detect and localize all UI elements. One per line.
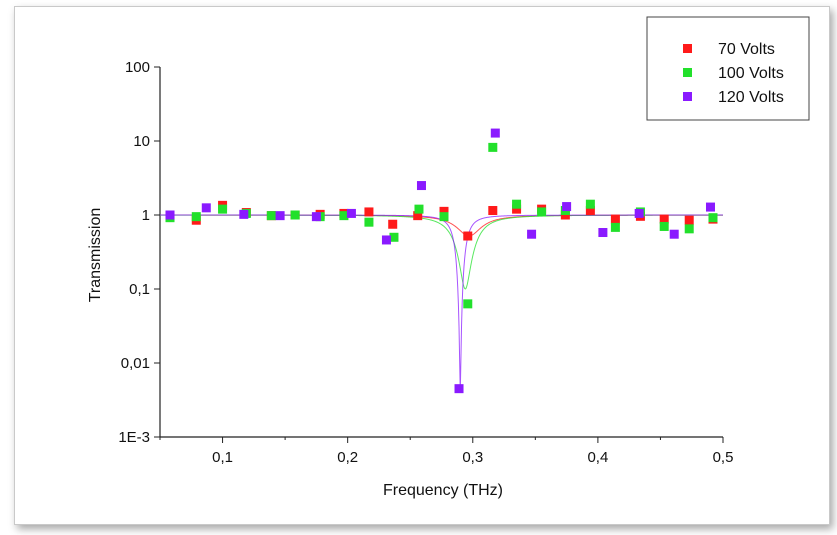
data-point bbox=[488, 142, 498, 152]
data-point bbox=[439, 212, 449, 222]
legend-marker bbox=[683, 92, 692, 101]
data-point bbox=[669, 229, 679, 239]
y-tick-label: 100 bbox=[125, 59, 150, 76]
data-point bbox=[610, 222, 620, 232]
x-tick-label: 0,3 bbox=[462, 449, 483, 466]
data-point bbox=[201, 203, 211, 213]
data-point bbox=[346, 208, 356, 218]
data-point bbox=[389, 232, 399, 242]
y-tick-label: 1E-3 bbox=[118, 429, 150, 446]
data-point bbox=[490, 128, 500, 138]
legend-label: 100 Volts bbox=[718, 65, 784, 82]
fit-curves bbox=[160, 214, 723, 393]
data-point bbox=[275, 211, 285, 221]
data-point bbox=[684, 215, 694, 225]
legend-label: 70 Volts bbox=[718, 41, 775, 58]
data-point bbox=[364, 207, 374, 217]
data-point bbox=[585, 199, 595, 209]
data-point bbox=[705, 202, 715, 212]
data-point bbox=[439, 206, 449, 216]
legend-label: 120 Volts bbox=[718, 89, 784, 106]
data-point bbox=[191, 212, 201, 222]
data-point bbox=[659, 214, 669, 224]
y-tick-label: 0,1 bbox=[129, 281, 150, 298]
data-point bbox=[537, 207, 547, 217]
data-point bbox=[218, 204, 228, 214]
data-point bbox=[463, 231, 473, 241]
data-point bbox=[364, 217, 374, 227]
data-point bbox=[634, 208, 644, 218]
data-point bbox=[659, 221, 669, 231]
data-point bbox=[290, 210, 300, 220]
legend-marker bbox=[683, 44, 692, 53]
y-tick-label: 10 bbox=[133, 133, 150, 150]
x-tick-label: 0,5 bbox=[713, 449, 734, 466]
data-point bbox=[414, 204, 424, 214]
data-point bbox=[684, 224, 694, 234]
x-tick-label: 0,4 bbox=[587, 449, 608, 466]
data-point bbox=[562, 202, 572, 212]
data-point bbox=[488, 206, 498, 216]
data-point bbox=[413, 211, 423, 221]
data-point bbox=[311, 212, 321, 222]
data-point bbox=[165, 210, 175, 220]
data-point bbox=[239, 209, 249, 219]
data-point bbox=[266, 211, 276, 221]
legend: 70 Volts 100 Volts 120 Volts bbox=[646, 16, 810, 121]
data-points bbox=[165, 128, 718, 394]
x-tick-label: 0,1 bbox=[212, 449, 233, 466]
x-axis-label: Frequency (THz) bbox=[383, 482, 503, 499]
data-point bbox=[416, 181, 426, 191]
data-point bbox=[339, 211, 349, 221]
data-point bbox=[585, 206, 595, 216]
y-axis-label: Transmission bbox=[87, 208, 104, 303]
legend-marker bbox=[683, 68, 692, 77]
data-point bbox=[381, 235, 391, 245]
y-tick-label: 0,01 bbox=[121, 355, 150, 372]
data-point bbox=[454, 384, 464, 394]
data-point bbox=[708, 213, 718, 223]
data-point bbox=[610, 214, 620, 224]
axes: 0,1 0,2 0,3 0,4 0,5 1E-3 0,01 0,1 1 10 100 bbox=[118, 59, 733, 466]
y-tick-label: 1 bbox=[142, 207, 150, 224]
fit-curve bbox=[160, 214, 723, 393]
data-point bbox=[512, 204, 522, 214]
data-point bbox=[512, 199, 522, 209]
data-point bbox=[598, 228, 608, 238]
legend-box bbox=[646, 16, 810, 121]
data-point bbox=[388, 219, 398, 229]
data-point bbox=[527, 229, 537, 239]
x-tick-label: 0,2 bbox=[337, 449, 358, 466]
fit-curve bbox=[160, 214, 723, 290]
data-point bbox=[463, 299, 473, 309]
